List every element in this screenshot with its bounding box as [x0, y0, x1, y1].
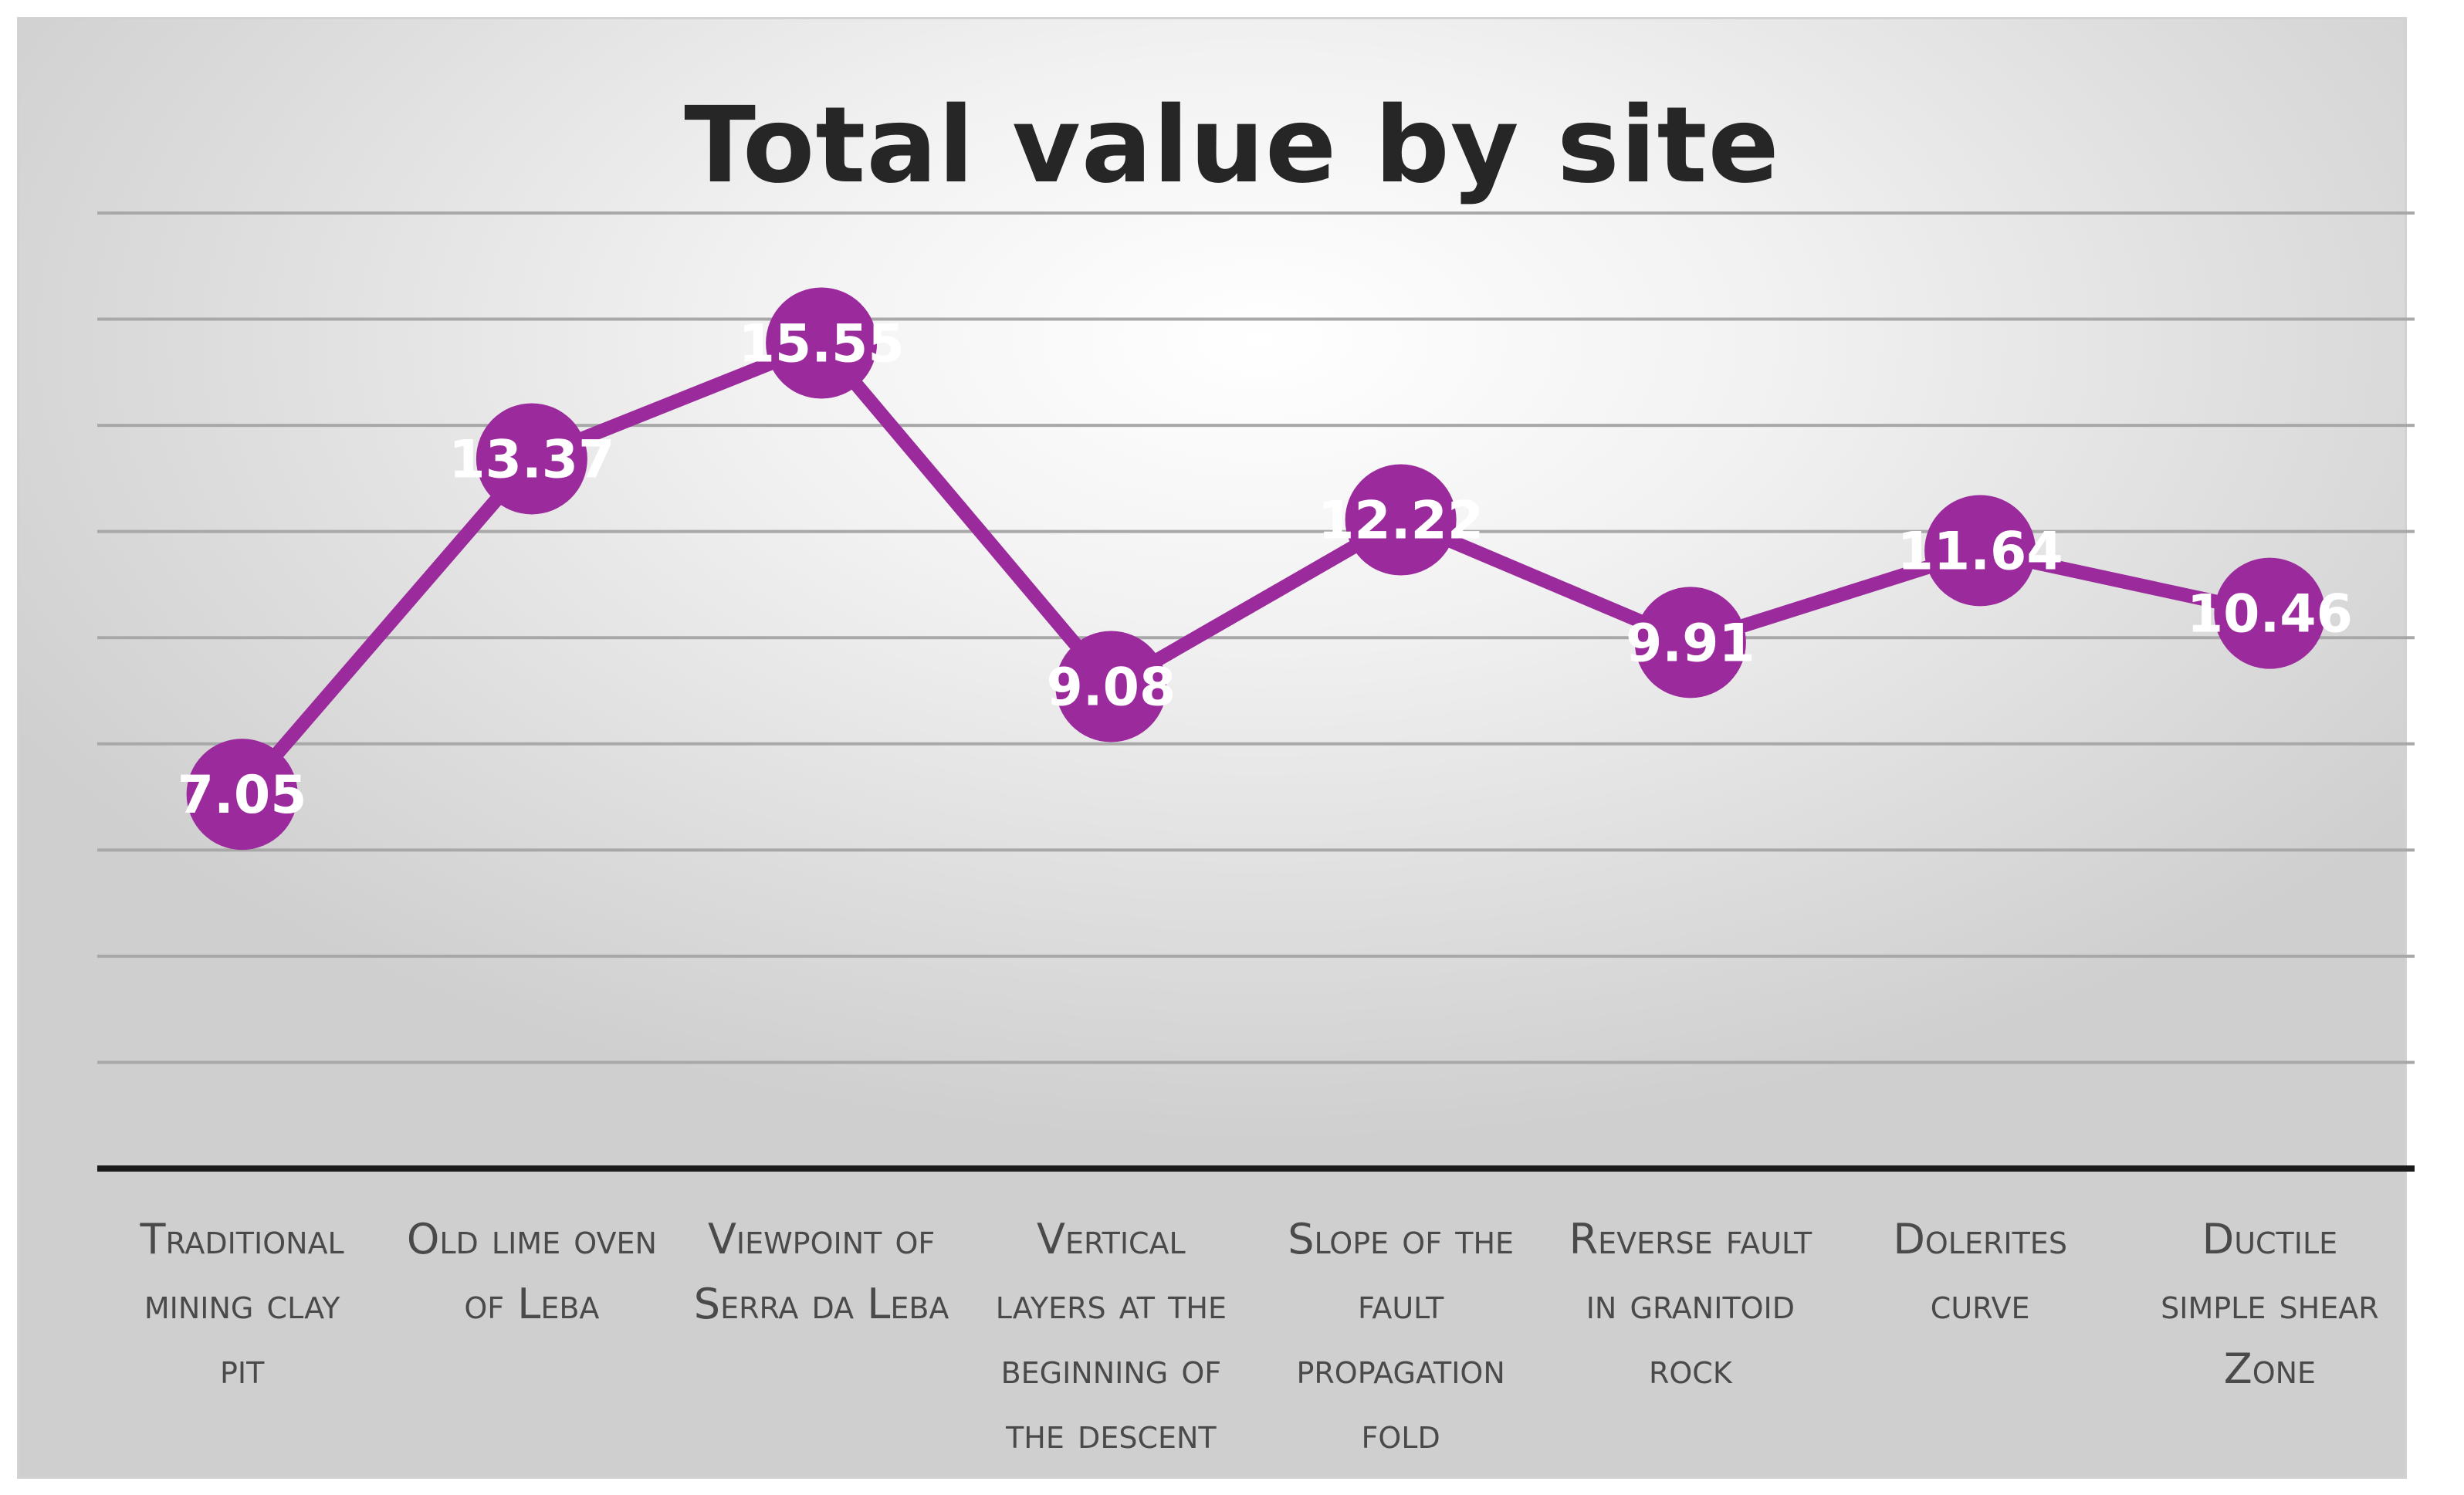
- category-labels: Traditional mining clay pit Old lime oven of…: [140, 1215, 2379, 1458]
- data-label: 12.22: [1318, 491, 1484, 552]
- category-label: layers at the: [996, 1280, 1227, 1328]
- data-point-marker: [1055, 631, 1167, 742]
- data-point-marker: [1345, 464, 1457, 576]
- data-point-marker: [766, 287, 878, 399]
- category-label: fault: [1358, 1280, 1444, 1328]
- category-label: curve: [1931, 1280, 2030, 1328]
- category-label: the descent: [1005, 1409, 1217, 1458]
- category-label: Serra da Leba: [694, 1280, 949, 1328]
- category-label: Slope of the: [1288, 1215, 1514, 1263]
- category-label: Traditional: [140, 1215, 344, 1263]
- category-label: Reverse fault: [1569, 1215, 1812, 1263]
- data-point-marker: [1634, 587, 1746, 698]
- category-label: propagation: [1296, 1344, 1504, 1393]
- category-label: Viewpoint of: [708, 1215, 935, 1263]
- category-label: beginning of: [1001, 1344, 1222, 1393]
- category-label: in granitoid: [1586, 1280, 1795, 1328]
- category-label: mining clay: [144, 1280, 340, 1328]
- data-point-marker: [1924, 495, 2036, 607]
- data-label: 7.05: [178, 765, 307, 826]
- category-label: simple shear: [2161, 1280, 2378, 1328]
- category-label: Zone: [2224, 1344, 2316, 1393]
- data-labels: 7.05 13.37 15.55 9.08 12.22 9.91 11.64 10.46: [178, 314, 2353, 827]
- category-label: pit: [220, 1344, 265, 1393]
- data-label: 9.08: [1046, 657, 1176, 718]
- category-label: of Leba: [464, 1280, 599, 1328]
- category-label: Vertical: [1037, 1215, 1186, 1263]
- data-point-marker: [186, 739, 298, 851]
- data-label: 10.46: [2187, 584, 2353, 645]
- category-label: fold: [1362, 1409, 1440, 1458]
- chart-frame: [17, 17, 2407, 1479]
- category-label: Old lime oven: [407, 1215, 657, 1263]
- data-label: 9.91: [1626, 613, 1755, 674]
- category-label: Dolerites: [1893, 1215, 2067, 1263]
- category-label: rock: [1649, 1344, 1733, 1393]
- data-label: 13.37: [448, 429, 614, 490]
- gridlines: [97, 211, 2415, 1172]
- data-label: 15.55: [739, 314, 905, 375]
- data-point-marker: [2214, 557, 2326, 669]
- data-markers: [186, 287, 2326, 851]
- data-label: 11.64: [1897, 521, 2063, 582]
- category-label: Ductile: [2202, 1215, 2338, 1263]
- data-point-marker: [476, 403, 587, 515]
- chart-title: Total value by site: [684, 85, 1780, 207]
